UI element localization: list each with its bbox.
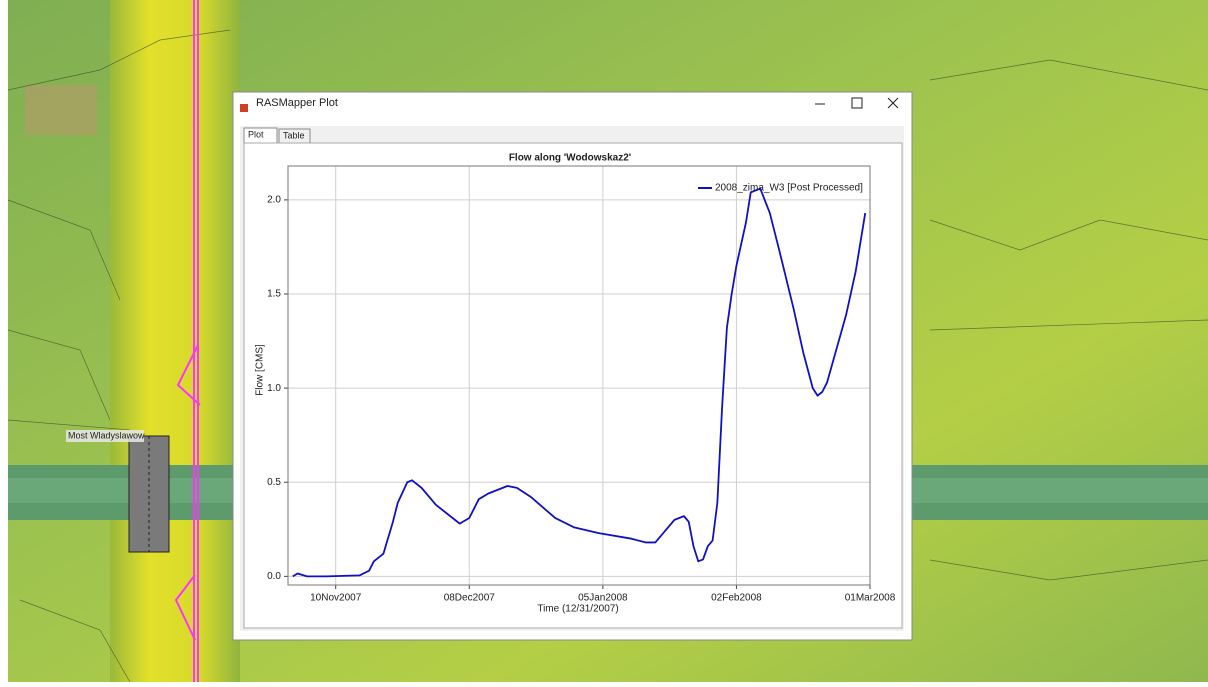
chart-title: Flow along 'Wodowskaz2': [509, 153, 631, 164]
x-tick-label: 02Feb2008: [711, 593, 762, 604]
tab-label[interactable]: Table: [283, 130, 305, 140]
y-tick-label: 1.0: [267, 383, 281, 394]
window-title: RASMapper Plot: [256, 97, 338, 109]
y-tick-label: 0.0: [267, 571, 281, 582]
y-axis-label: Flow [CMS]: [255, 344, 266, 396]
y-tick-label: 2.0: [267, 195, 281, 206]
x-tick-label: 08Dec2007: [444, 593, 496, 604]
y-tick-label: 0.5: [267, 477, 281, 488]
y-tick-label: 1.5: [267, 289, 281, 300]
legend-label: 2008_zima_W3 [Post Processed]: [715, 183, 863, 194]
x-tick-label: 05Jan2008: [578, 593, 628, 604]
x-tick-label: 01Mar2008: [845, 593, 896, 604]
map-label: Most Wladyslawow: [68, 430, 145, 440]
x-tick-label: 10Nov2007: [310, 593, 362, 604]
plot-window: RASMapper Plot Plot Table: [233, 92, 912, 640]
tab-label[interactable]: Plot: [248, 129, 264, 139]
x-axis-label: Time (12/31/2007): [537, 604, 618, 615]
screen: Most Wladyslawow RASMapper Plot Plot Tab…: [0, 0, 1208, 682]
